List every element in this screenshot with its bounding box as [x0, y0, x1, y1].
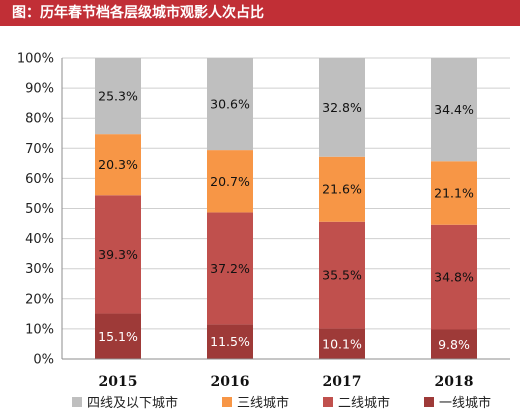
- y-tick-label: 60%: [25, 172, 54, 187]
- legend-swatch: [72, 397, 82, 407]
- legend-label: 一线城市: [439, 395, 491, 411]
- data-label: 15.1%: [98, 329, 138, 344]
- category-labels: 2015 2016 2017 2018: [99, 374, 474, 390]
- x-category-label: 2017: [323, 374, 362, 390]
- legend: 四线及以下城市 三线城市 二线城市 一线城市: [72, 395, 491, 411]
- data-label: 20.3%: [98, 157, 138, 172]
- data-label: 20.7%: [210, 174, 250, 189]
- x-category-label: 2015: [99, 374, 138, 390]
- data-label: 32.8%: [322, 100, 362, 115]
- y-tick-label: 100%: [17, 52, 54, 67]
- data-labels: 15.1% 39.3% 20.3% 25.3% 11.5% 37.2% 20.7% 30.6%…: [98, 89, 474, 352]
- bar-segment: [207, 150, 253, 213]
- legend-label: 四线及以下城市: [87, 395, 178, 411]
- y-tick-label: 20%: [25, 292, 54, 307]
- data-label: 21.6%: [322, 182, 362, 197]
- data-label: 35.5%: [322, 268, 362, 283]
- bar-segment: [207, 212, 253, 325]
- data-label: 37.2%: [210, 261, 250, 276]
- x-category-label: 2018: [435, 374, 474, 390]
- data-label: 30.6%: [210, 97, 250, 112]
- bar-segment: [95, 313, 141, 359]
- bar-segment: [95, 58, 141, 135]
- legend-label: 二线城市: [338, 395, 390, 411]
- bar-segment: [431, 329, 477, 359]
- bars: [95, 58, 477, 359]
- bar-segment: [431, 161, 477, 225]
- bar-segment: [431, 58, 477, 162]
- y-tick-label: 90%: [25, 82, 54, 97]
- y-tick-label: 0%: [33, 353, 54, 368]
- y-tick-label: 70%: [25, 142, 54, 157]
- data-label: 34.8%: [434, 270, 474, 285]
- legend-swatch: [424, 397, 434, 407]
- legend-label: 三线城市: [237, 395, 289, 411]
- x-category-label: 2016: [211, 374, 250, 390]
- bar-segment: [95, 195, 141, 314]
- y-axis-ticks: 0% 10% 20% 30% 40% 50% 60% 70% 80% 90% 100%: [17, 52, 54, 368]
- y-tick-label: 80%: [25, 112, 54, 127]
- bar-segment: [95, 134, 141, 196]
- data-label: 21.1%: [434, 185, 474, 200]
- bar-segment: [207, 58, 253, 151]
- bar-segment: [319, 328, 365, 359]
- bar-segment: [319, 156, 365, 222]
- data-label: 25.3%: [98, 89, 138, 104]
- legend-swatch: [222, 397, 232, 407]
- bar-segment: [319, 221, 365, 329]
- chart-title: 图：历年春节档各层级城市观影人次占比: [0, 0, 520, 26]
- bar-segment: [207, 324, 253, 359]
- bar-segment: [431, 224, 477, 330]
- data-label: 11.5%: [210, 334, 250, 349]
- data-label: 34.4%: [434, 102, 474, 117]
- data-label: 10.1%: [322, 336, 362, 351]
- y-tick-label: 40%: [25, 232, 54, 247]
- y-tick-label: 10%: [25, 322, 54, 337]
- y-tick-label: 50%: [25, 202, 54, 217]
- data-label: 9.8%: [438, 337, 470, 352]
- bar-segment: [319, 58, 365, 157]
- data-label: 39.3%: [98, 247, 138, 262]
- legend-swatch: [323, 397, 333, 407]
- y-tick-label: 30%: [25, 262, 54, 277]
